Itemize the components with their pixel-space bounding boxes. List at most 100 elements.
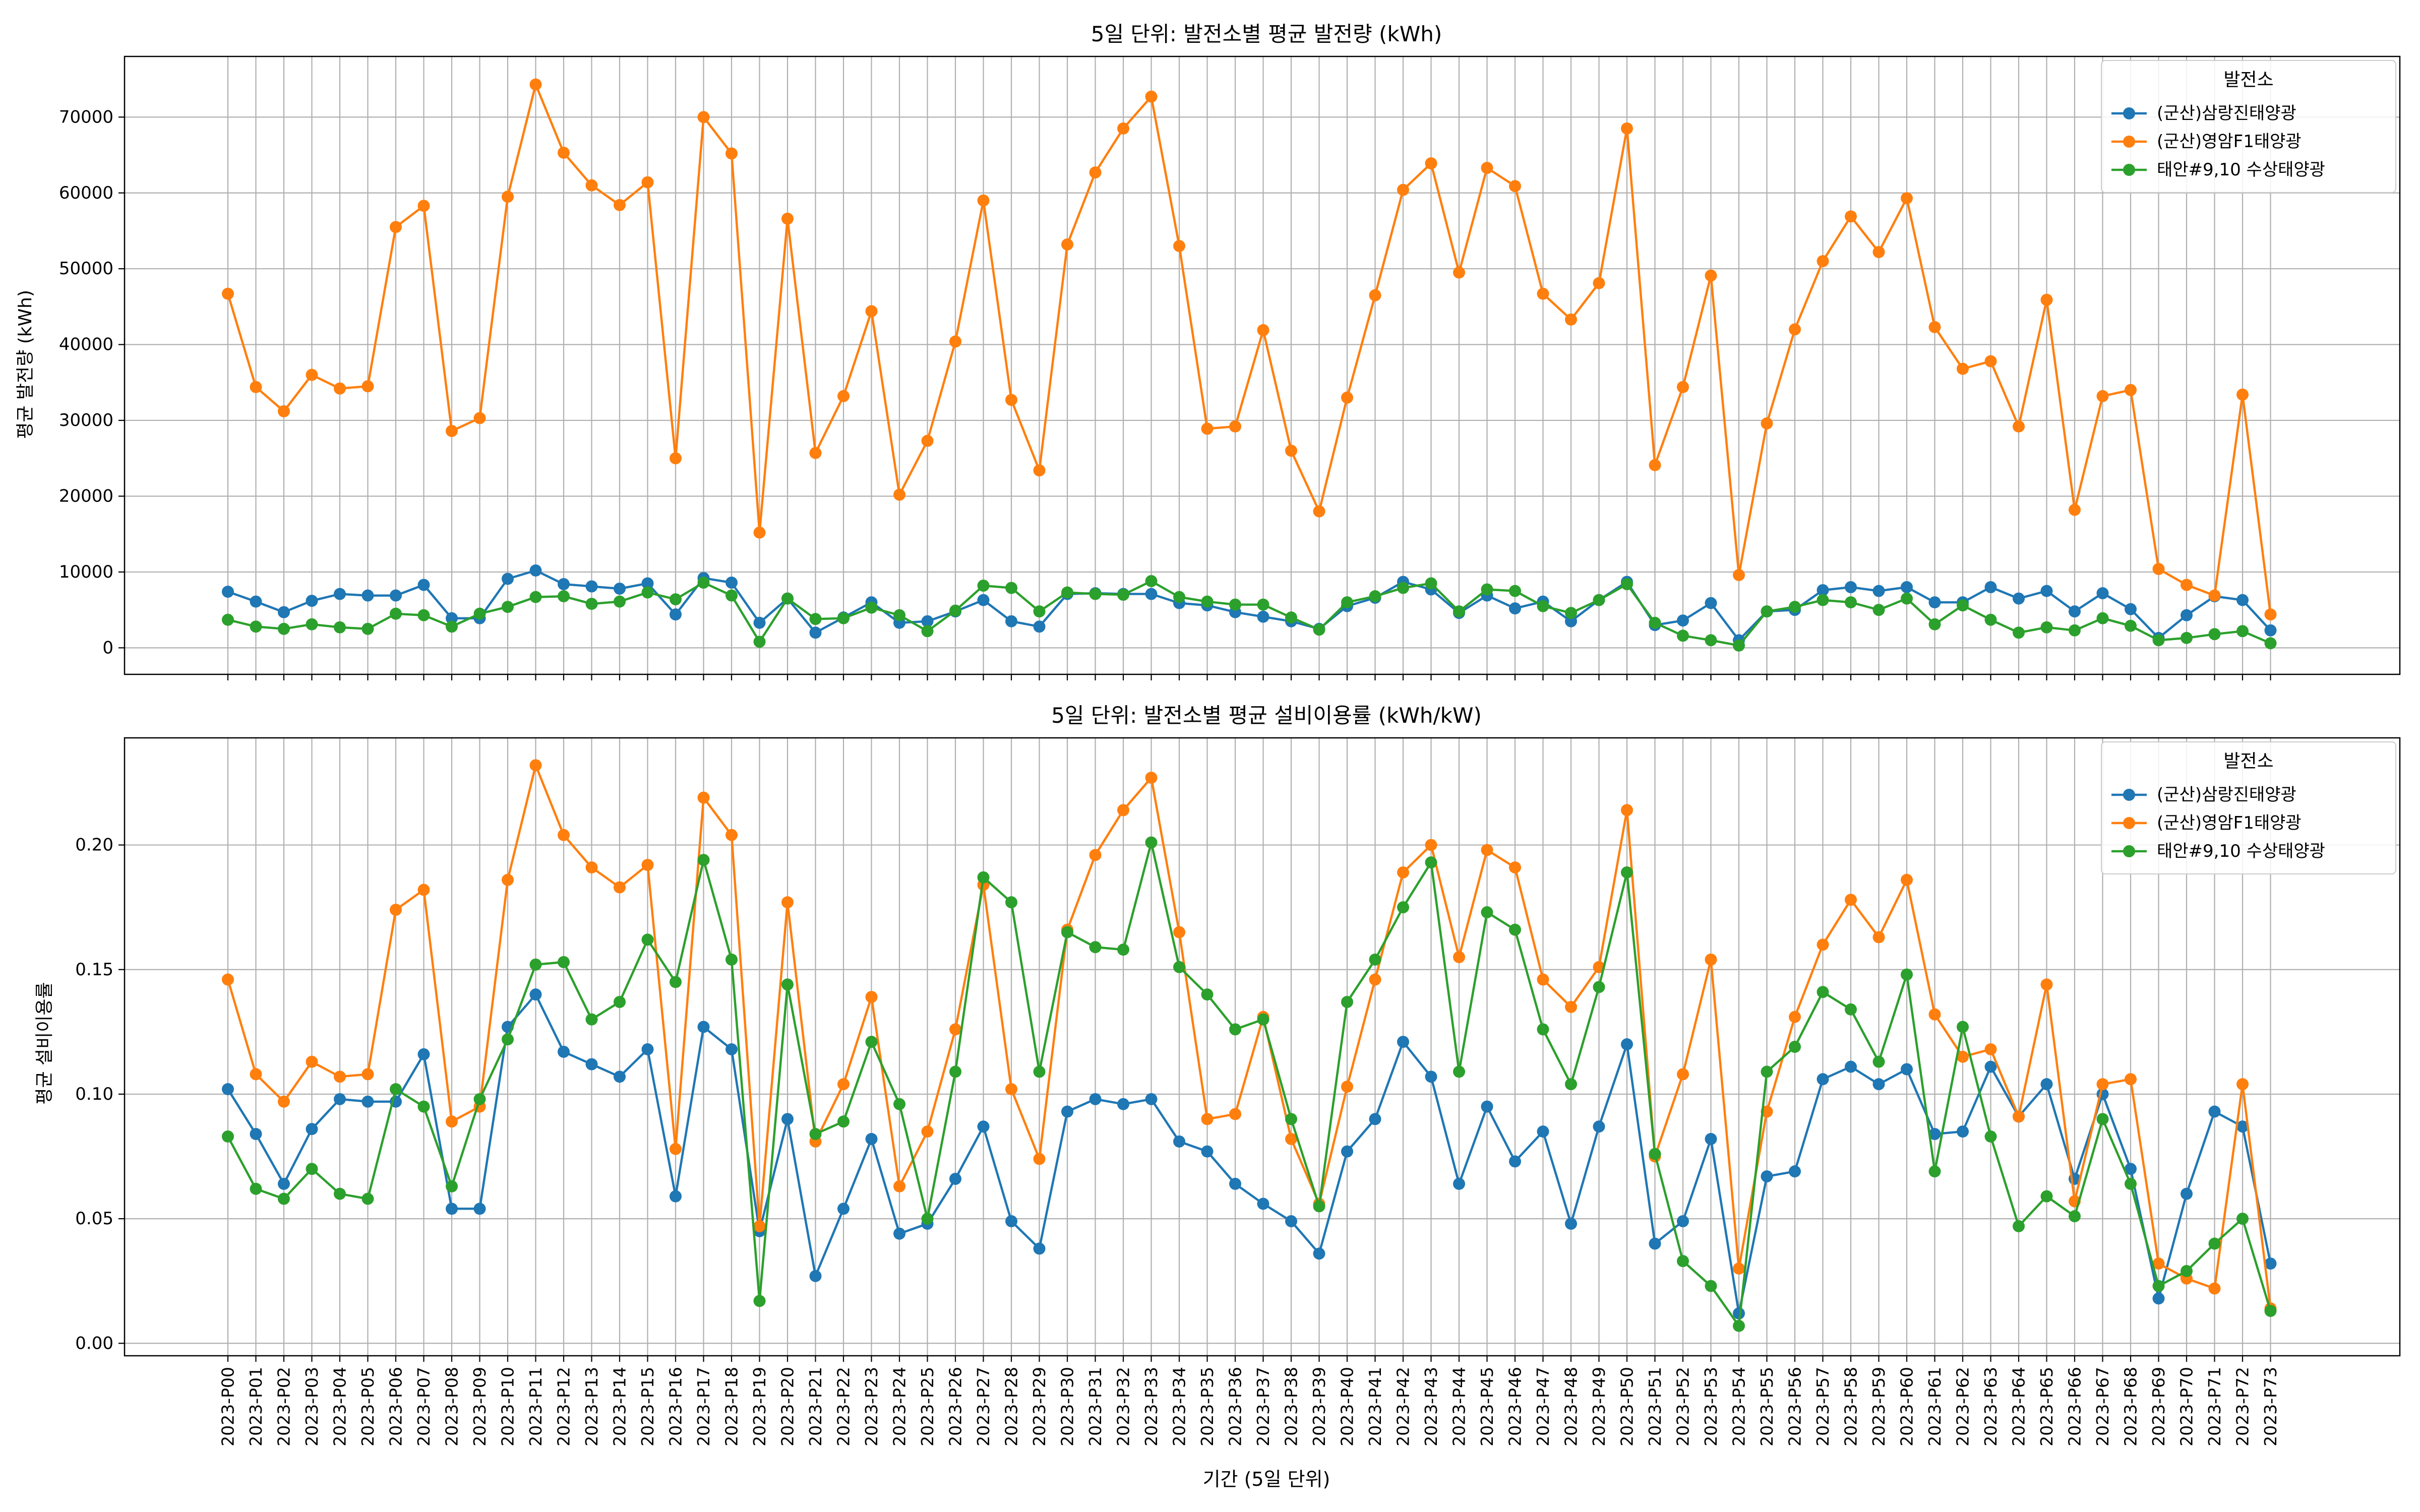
series-line xyxy=(227,841,2272,1327)
data-point xyxy=(222,1083,234,1096)
x-tick-label: 2023-P12 xyxy=(554,1367,574,1446)
data-point xyxy=(1817,594,1829,606)
data-point xyxy=(2096,390,2109,402)
data-point xyxy=(2125,1073,2137,1086)
data-point xyxy=(1984,355,1997,367)
data-point xyxy=(1845,581,1857,594)
data-point xyxy=(781,592,794,605)
chart-title: 5일 단위: 발전소별 평균 설비이용률 (kWh/kW) xyxy=(1051,703,1482,728)
data-point xyxy=(222,1130,234,1143)
data-point xyxy=(1761,605,1773,618)
legend-marker xyxy=(2123,164,2135,176)
data-point xyxy=(641,176,654,188)
data-point xyxy=(334,588,346,600)
data-point xyxy=(1705,1280,1717,1292)
data-point xyxy=(306,1055,318,1068)
data-point xyxy=(2096,587,2109,600)
x-tick-label: 2023-P49 xyxy=(1589,1367,1609,1446)
data-point xyxy=(1089,849,1102,861)
data-point xyxy=(614,583,626,595)
y-tick-label: 0.20 xyxy=(75,835,113,855)
x-tick-label: 2023-P39 xyxy=(1309,1367,1329,1446)
data-point xyxy=(1481,162,1493,174)
data-point xyxy=(1984,1130,1997,1143)
data-point xyxy=(558,578,570,590)
legend-entry: (군산)삼랑진태양광 xyxy=(2157,103,2296,123)
data-point xyxy=(1537,1125,1549,1138)
data-point xyxy=(1677,1215,1689,1228)
data-point xyxy=(1089,166,1102,179)
data-point xyxy=(753,636,766,648)
x-tick-label: 2023-P65 xyxy=(2037,1367,2056,1446)
x-tick-label: 2023-P64 xyxy=(2009,1367,2029,1446)
legend-marker xyxy=(2123,136,2135,148)
data-point xyxy=(2013,626,2025,639)
data-point xyxy=(502,1033,514,1046)
data-point xyxy=(781,212,794,225)
x-tick-label: 2023-P45 xyxy=(1477,1367,1497,1446)
x-tick-label: 2023-P62 xyxy=(1953,1367,1973,1446)
data-point xyxy=(1845,1060,1857,1073)
data-point xyxy=(1872,1055,1885,1068)
legend-entry: 태안#9,10 수상태양광 xyxy=(2157,841,2325,861)
y-tick-label: 0.05 xyxy=(75,1209,113,1229)
data-point xyxy=(473,607,486,620)
data-point xyxy=(1928,1008,1941,1021)
data-point xyxy=(1117,589,1129,601)
data-point xyxy=(893,488,905,501)
data-point xyxy=(1033,1065,1046,1078)
x-tick-label: 2023-P36 xyxy=(1226,1367,1245,1446)
data-point xyxy=(1453,951,1465,964)
data-point xyxy=(306,1163,318,1175)
y-tick-label: 20000 xyxy=(59,486,113,506)
data-point xyxy=(361,622,374,635)
data-point xyxy=(865,305,878,318)
data-point xyxy=(1509,602,1521,615)
data-point xyxy=(558,956,570,968)
data-point xyxy=(1089,1093,1102,1105)
data-point xyxy=(2152,1292,2165,1305)
data-point xyxy=(1369,590,1381,603)
data-point xyxy=(1537,600,1549,612)
data-point xyxy=(2152,1280,2165,1292)
data-point xyxy=(1257,610,1269,623)
data-point xyxy=(1817,938,1829,951)
data-point xyxy=(222,613,234,626)
data-point xyxy=(725,953,738,966)
data-point xyxy=(1872,246,1885,259)
data-point xyxy=(725,576,738,589)
x-tick-label: 2023-P51 xyxy=(1645,1367,1665,1446)
data-point xyxy=(2152,1257,2165,1270)
data-point xyxy=(250,620,262,633)
data-point xyxy=(1677,629,1689,642)
data-point xyxy=(250,381,262,393)
data-point xyxy=(1061,238,1073,251)
x-tick-label: 2023-P58 xyxy=(1841,1367,1861,1446)
data-point xyxy=(1593,277,1605,289)
x-tick-label: 2023-P28 xyxy=(1002,1367,1021,1446)
x-tick-label: 2023-P38 xyxy=(1282,1367,1301,1446)
x-tick-label: 2023-P08 xyxy=(442,1367,462,1446)
data-point xyxy=(837,1078,850,1091)
x-tick-label: 2023-P72 xyxy=(2233,1367,2253,1446)
data-point xyxy=(1845,596,1857,609)
data-point xyxy=(697,854,710,866)
y-axis-ticks: 0 10000 20000 30000 40000 50000 60000 70000 xyxy=(59,107,125,658)
data-point xyxy=(1901,192,1913,205)
data-point xyxy=(809,626,822,639)
data-point xyxy=(1229,1177,1241,1190)
data-point xyxy=(865,991,878,1003)
data-point xyxy=(1789,1011,1801,1023)
x-tick-label: 2023-P37 xyxy=(1253,1367,1273,1446)
x-tick-label: 2023-P61 xyxy=(1925,1367,1945,1446)
data-point xyxy=(2264,624,2277,637)
x-tick-label: 2023-P53 xyxy=(1701,1367,1721,1446)
data-point xyxy=(390,221,402,233)
data-point xyxy=(1509,585,1521,597)
data-point xyxy=(753,616,766,629)
data-point xyxy=(1733,1319,1745,1332)
data-point xyxy=(417,884,430,896)
data-point xyxy=(2040,1190,2053,1203)
data-point xyxy=(614,1070,626,1083)
data-point xyxy=(837,1203,850,1215)
